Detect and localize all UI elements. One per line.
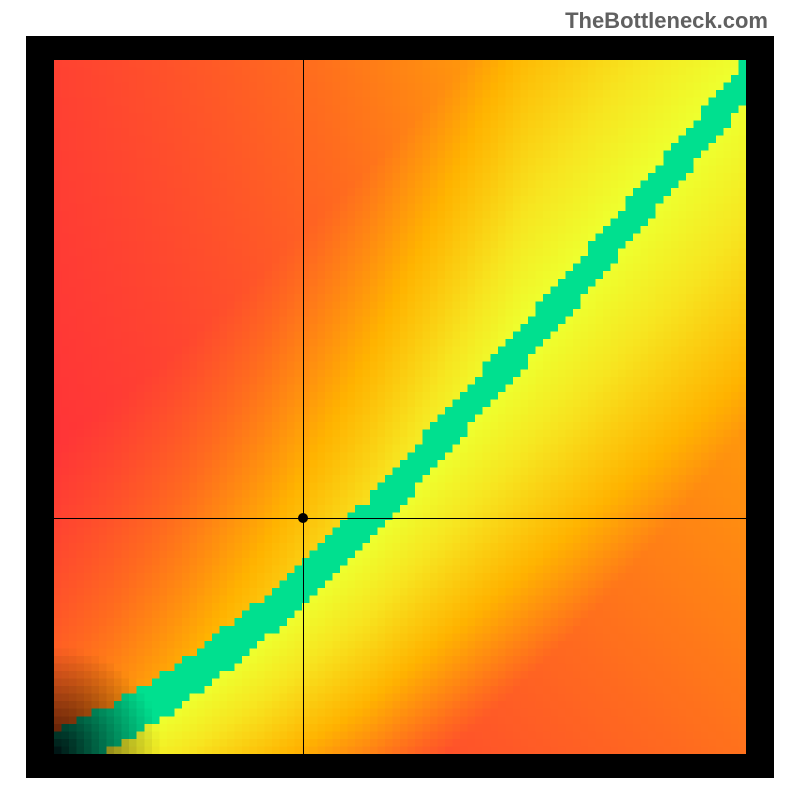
heatmap-canvas xyxy=(54,60,746,754)
watermark-text: TheBottleneck.com xyxy=(565,8,768,34)
crosshair-horizontal xyxy=(54,518,746,519)
crosshair-dot xyxy=(298,513,308,523)
chart-container: TheBottleneck.com xyxy=(0,0,800,800)
crosshair-vertical xyxy=(303,60,304,754)
